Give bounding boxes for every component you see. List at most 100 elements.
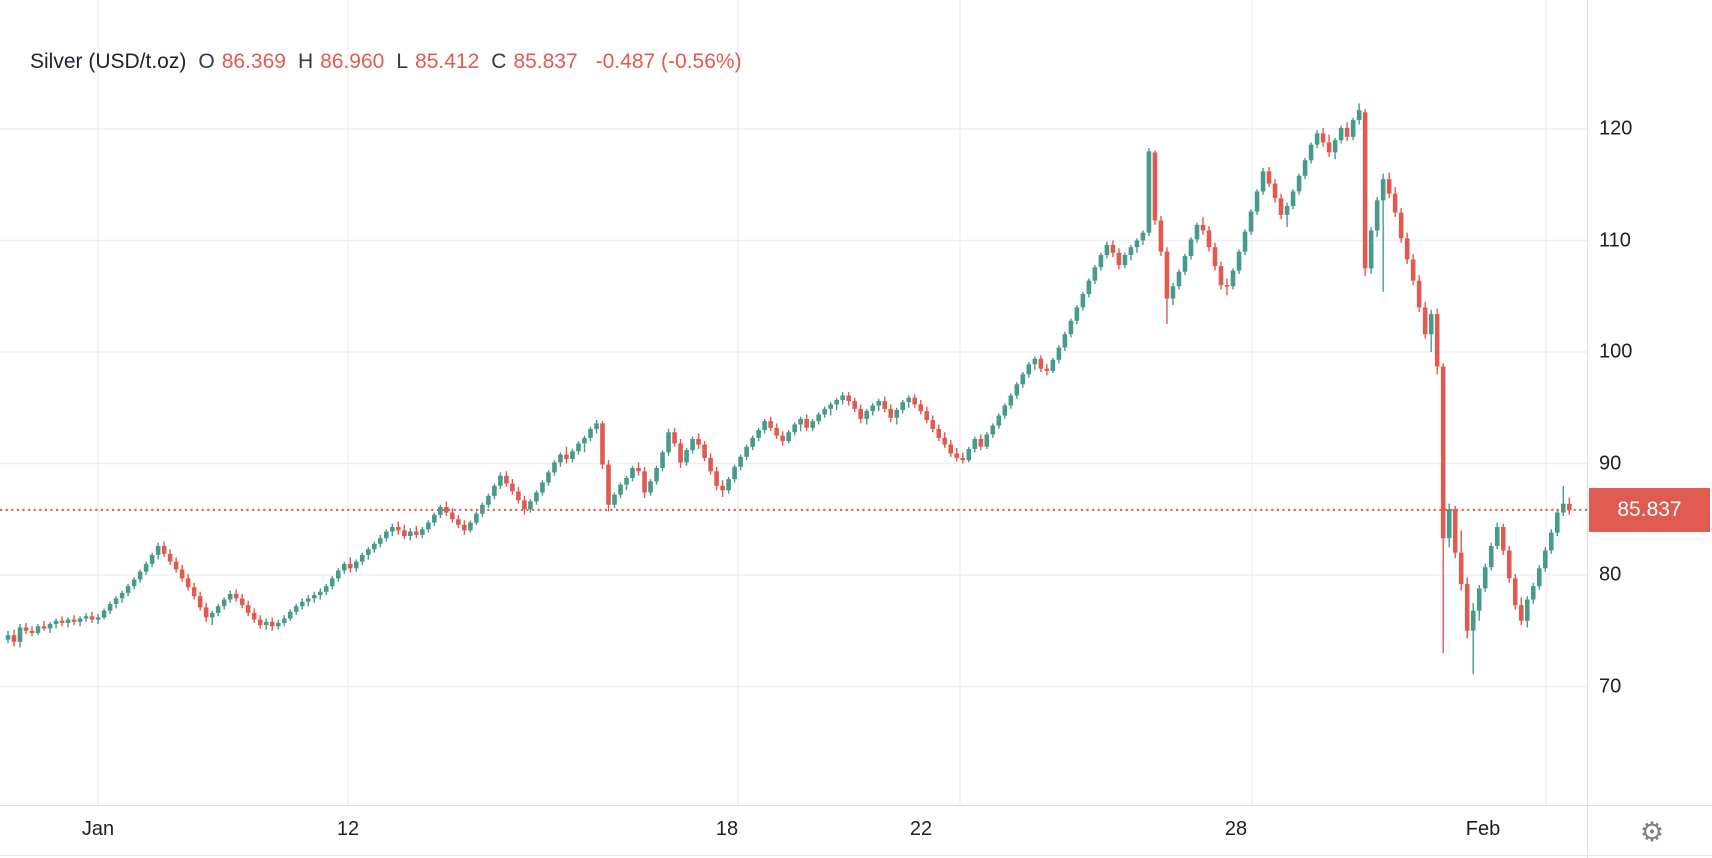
candle-body [1482, 567, 1488, 589]
candle-body [768, 421, 773, 428]
candle-body [1176, 271, 1182, 287]
candle-body [305, 598, 311, 602]
price-tick-label: 70 [1599, 675, 1622, 697]
candle-body [696, 438, 701, 445]
candle-body [107, 603, 113, 611]
candle-body [984, 434, 990, 447]
candle-body [504, 475, 509, 484]
candle-body [89, 616, 95, 620]
candle-body [329, 578, 335, 587]
candle-body [233, 593, 239, 599]
legend: Silver (USD/t.oz) O 86.369 H 86.960 L 85.412 C 8… [30, 50, 742, 74]
candle-body [215, 606, 221, 613]
symbol-title: Silver (USD/t.oz) [30, 50, 187, 73]
candle-body [167, 553, 173, 562]
candle-body [726, 479, 731, 491]
high-label: H [297, 50, 314, 73]
candle-body [1428, 314, 1434, 335]
candle-body [804, 418, 809, 428]
candle-body [149, 554, 155, 564]
candle-body [762, 421, 767, 431]
candle-body [816, 414, 821, 422]
time-tick-label: Feb [1465, 818, 1501, 840]
candle-body [1296, 175, 1302, 192]
candle-body [1422, 307, 1428, 335]
candle-body [1068, 320, 1074, 335]
candle-body [1194, 224, 1200, 240]
candle-body [1500, 527, 1506, 551]
candle-body [492, 485, 497, 496]
candle-body [299, 601, 305, 607]
settings-button[interactable]: ⚙ [1628, 810, 1676, 854]
candle-body [936, 428, 942, 438]
candle-body [1032, 358, 1038, 365]
candle-body [834, 399, 839, 405]
candle-body [384, 531, 389, 539]
close-label: C [491, 50, 507, 73]
candle-body [1332, 140, 1338, 153]
candle-body [1452, 509, 1458, 553]
candle-body [1386, 179, 1392, 194]
candle-body [1488, 546, 1494, 568]
candle-body [1272, 183, 1278, 199]
candle-body [95, 617, 101, 620]
candle-body [1308, 144, 1314, 161]
candle-body [1098, 254, 1104, 268]
candle-body [690, 438, 695, 451]
candle-body [612, 494, 617, 505]
candle-body [468, 522, 473, 531]
time-tick-label: Jan [81, 818, 115, 840]
candle-body [1038, 358, 1044, 369]
candle-body [65, 619, 71, 623]
candle-body [564, 454, 569, 460]
candle-body [702, 444, 707, 458]
low-value: 85.412 [415, 50, 480, 73]
candle-body [456, 519, 461, 525]
candle-body [1212, 247, 1218, 267]
candle-body [960, 457, 966, 461]
open-value: 86.369 [221, 50, 286, 73]
candle-body [840, 395, 845, 400]
candle-body [780, 435, 785, 442]
candle-body [642, 471, 647, 493]
candle-body [474, 513, 479, 523]
candle-body [1164, 251, 1170, 299]
candle-body [1518, 605, 1524, 621]
candle-body [996, 415, 1002, 426]
candle-body [137, 571, 143, 580]
candle-body [1356, 110, 1362, 121]
candle-body [606, 464, 611, 505]
candle-body [131, 579, 137, 587]
close-value: 85.837 [513, 50, 578, 73]
candle-body [353, 561, 359, 569]
candle-body [540, 482, 545, 493]
candle-body [444, 506, 449, 513]
candle-body [179, 569, 185, 579]
candle-body [1344, 127, 1350, 137]
candle-body [47, 624, 53, 629]
candle-body [1494, 527, 1500, 547]
candle-body [1374, 200, 1380, 231]
candle-body [954, 453, 960, 458]
candle-body [5, 635, 11, 640]
candle-body [1380, 179, 1386, 201]
candle-body [648, 481, 653, 493]
candle-body [1320, 133, 1326, 143]
candle-wick [1472, 602, 1474, 675]
low-label: L [396, 50, 409, 73]
candle-body [450, 512, 455, 520]
price-tick-label: 90 [1599, 452, 1622, 474]
candle-body [221, 599, 227, 607]
candle-body [1188, 239, 1194, 257]
candle-body [630, 467, 635, 478]
candle-body [257, 619, 263, 626]
candle-body [1266, 171, 1272, 184]
candle-body [1170, 286, 1176, 299]
candle-wick [1382, 173, 1384, 292]
candle-body [245, 605, 251, 613]
candle-body [323, 586, 329, 592]
candle-body [636, 467, 641, 472]
candle-body [924, 411, 930, 421]
price-axis-border [1587, 0, 1588, 858]
